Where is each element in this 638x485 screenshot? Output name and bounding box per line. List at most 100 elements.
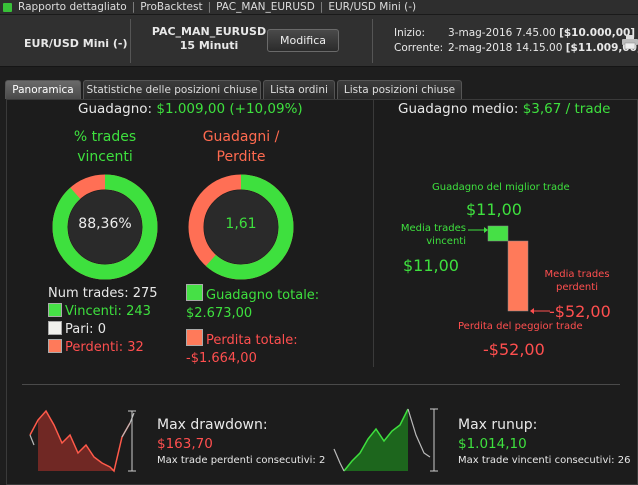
avg-win-label: Media trades vincenti — [394, 222, 466, 248]
even-trades-value: 0 — [97, 322, 106, 337]
trade-counts: Num trades: 275 Vincenti: 243 Pari: 0 Pe… — [48, 285, 158, 357]
current-value: 2-mag-2018 14.15.00 [$11.009,00] — [448, 41, 638, 56]
total-profit-label: Guadagno totale: — [206, 288, 320, 303]
avg-loss-label-line2: perdenti — [556, 282, 598, 293]
panel-divider — [373, 99, 374, 367]
total-profit-value: $2.673,00 — [186, 306, 253, 321]
winners-title: % trades vincenti — [40, 127, 170, 167]
runup-chart-icon — [333, 408, 438, 472]
avg-win-label-line1: Media trades — [400, 223, 466, 234]
total-gain: Guadagno: $1.009,00 (+10,09%) — [78, 101, 303, 117]
losing-trades-value: 32 — [127, 340, 144, 355]
total-profit: Guadagno totale: — [186, 284, 319, 305]
max-consecutive-winners-value: 26 — [617, 455, 631, 466]
header-divider — [372, 19, 373, 63]
max-consecutive-losers-value: 2 — [318, 455, 326, 466]
best-trade-value: $11,00 — [466, 200, 522, 219]
losing-trades-label: Perdenti: — [65, 340, 124, 355]
trade-extremes-chart — [468, 225, 550, 314]
profit-loss-donut-chart — [188, 174, 294, 280]
winners-title-line1: % trades — [73, 129, 137, 145]
max-runup-value: $1.014,10 — [458, 436, 527, 452]
current-capital: [$11.009,00] — [565, 42, 638, 54]
avg-win-pointer-arrow — [484, 227, 488, 233]
strategy-timeframe: 15 Minuti — [179, 39, 239, 52]
profit-loss-title-line2: Perdite — [216, 149, 266, 165]
avg-loss-label: Media trades perdenti — [532, 268, 622, 294]
winners-title-line2: vincenti — [77, 149, 133, 165]
breadcrumb-instrument[interactable]: EUR/USD Mini (-) — [328, 1, 417, 13]
profit-legend-swatch — [186, 284, 203, 301]
overview-panel — [6, 99, 638, 485]
breadcrumb-probacktest[interactable]: ProBacktest — [140, 1, 203, 13]
total-loss: Perdita totale: — [186, 329, 319, 350]
window-titlebar: Rapporto dettagliato | ProBacktest | PAC… — [0, 0, 638, 15]
strategy-name: PAC_MAN_EURUSD — [151, 25, 267, 38]
tab-closed-positions-list[interactable]: Lista posizioni chiuse — [337, 80, 462, 99]
donut-profit-arc — [188, 174, 294, 280]
breadcrumb-report[interactable]: Rapporto dettagliato — [18, 1, 127, 13]
winning-trades: Vincenti: 243 — [48, 303, 158, 321]
avg-loss-bar — [507, 240, 529, 312]
current-label: Corrente: — [394, 42, 444, 54]
donut-winners-arc — [52, 174, 158, 280]
worst-trade-label: Perdita del peggior trade — [458, 321, 583, 332]
panel-divider — [22, 384, 620, 385]
strategy-info: PAC_MAN_EURUSD 15 Minuti — [150, 25, 268, 53]
winning-trades-value: 243 — [126, 304, 151, 319]
average-gain: Guadagno medio: $3,67 / trade — [398, 101, 610, 117]
start-label: Inizio: — [394, 27, 426, 39]
even-legend-swatch — [48, 321, 62, 335]
breadcrumb-separator: | — [207, 1, 212, 13]
avg-win-bar — [487, 225, 509, 242]
start-capital: [$10.000,00] — [559, 27, 636, 39]
printer-icon[interactable] — [622, 35, 638, 49]
winning-trades-label: Vincenti: — [65, 304, 122, 319]
num-trades: Num trades: 275 — [48, 285, 158, 303]
average-gain-value: $3,67 / trade — [522, 101, 611, 117]
max-consecutive-winners: Max trade vincenti consecutivi: 26 — [458, 455, 630, 466]
header-divider — [130, 19, 131, 63]
avg-loss-pointer-arrow — [530, 308, 534, 314]
worst-trade-value: -$52,00 — [483, 340, 545, 359]
best-trade-label: Guadagno del miglior trade — [432, 182, 570, 193]
losing-legend-swatch — [48, 339, 62, 353]
max-consecutive-winners-label: Max trade vincenti consecutivi: — [458, 455, 615, 466]
max-consecutive-losers-label: Max trade perdenti consecutivi: — [157, 455, 316, 466]
num-trades-value: 275 — [132, 286, 158, 301]
losing-trades: Perdenti: 32 — [48, 339, 158, 357]
tab-overview[interactable]: Panoramica — [5, 80, 81, 99]
average-gain-label: Guadagno medio: — [398, 101, 519, 117]
avg-win-label-line2: vincenti — [426, 236, 466, 247]
donut-hole — [68, 190, 142, 264]
instrument-name: EUR/USD Mini (-) — [24, 37, 128, 50]
avg-win-value: $11,00 — [403, 256, 459, 275]
winners-percentage: 88,36% — [78, 216, 132, 232]
avg-loss-label-line1: Media trades — [544, 269, 610, 280]
breadcrumb-separator: | — [319, 1, 324, 13]
drawdown-chart-icon — [29, 409, 136, 473]
totals: Guadagno totale: $2.673,00 Perdita total… — [186, 284, 319, 368]
loss-legend-swatch — [186, 329, 203, 346]
max-consecutive-losers: Max trade perdenti consecutivi: 2 — [157, 455, 325, 466]
modify-button[interactable]: Modifica — [267, 29, 339, 52]
app-icon — [3, 2, 12, 12]
breadcrumb-strategy[interactable]: PAC_MAN_EURUSD — [216, 1, 315, 13]
max-runup-label: Max runup: — [458, 417, 538, 433]
even-trades: Pari: 0 — [48, 321, 158, 339]
total-loss-value: -$1.664,00 — [186, 351, 257, 366]
tab-closed-positions-stats[interactable]: Statistiche delle posizioni chiuse — [83, 80, 261, 99]
profit-loss-title-line1: Guadagni / — [202, 129, 280, 145]
donut-hole — [204, 190, 278, 264]
avg-loss-value: -$52,00 — [549, 302, 611, 321]
profit-loss-title: Guadagni / Perdite — [176, 127, 306, 167]
breadcrumb-separator: | — [131, 1, 136, 13]
profit-loss-ratio: 1,61 — [225, 216, 257, 232]
winning-legend-swatch — [48, 303, 62, 317]
total-gain-label: Guadagno: — [78, 101, 153, 117]
total-loss-label: Perdita totale: — [206, 333, 298, 348]
max-drawdown-value: $163,70 — [157, 436, 213, 452]
num-trades-label: Num trades: — [48, 286, 129, 301]
even-trades-label: Pari: — [65, 322, 94, 337]
tab-orders-list[interactable]: Lista ordini — [263, 80, 335, 99]
